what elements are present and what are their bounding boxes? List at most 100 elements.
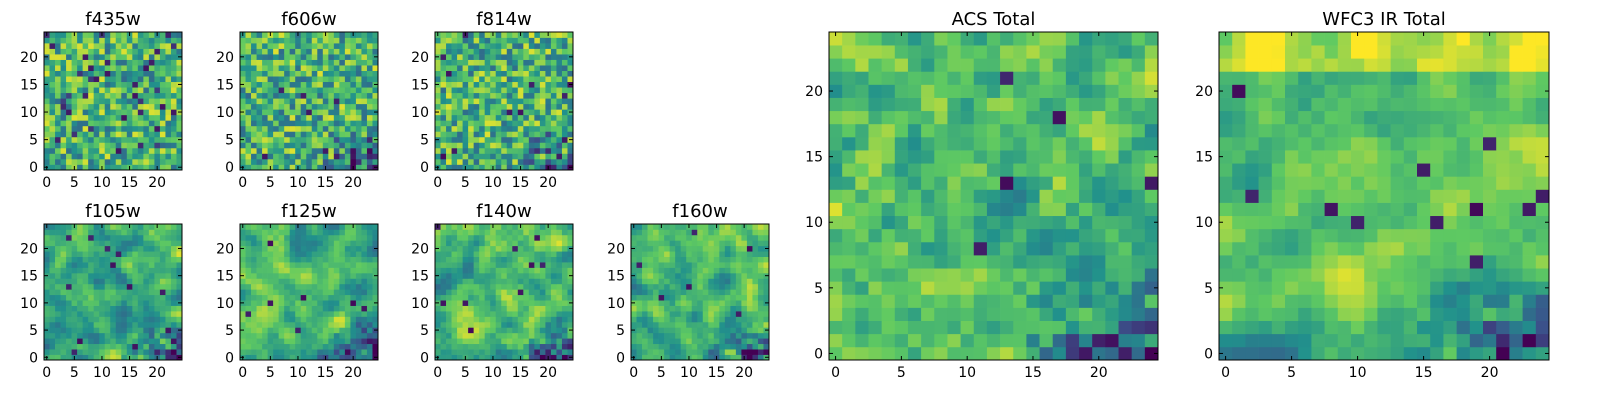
heatmap-cell — [245, 354, 252, 361]
heatmap-cell — [60, 65, 67, 71]
heatmap-cell — [104, 65, 111, 71]
heatmap-cell — [262, 256, 268, 263]
heatmap-cell — [528, 109, 535, 116]
heatmap-cell — [154, 332, 161, 339]
heatmap-cell — [143, 300, 150, 306]
heatmap-cell — [176, 305, 183, 312]
heatmap-cell — [66, 311, 72, 317]
heatmap-cell — [468, 164, 474, 171]
heatmap-cell — [328, 92, 335, 99]
heatmap-cell — [495, 65, 502, 71]
heatmap-cell — [132, 37, 139, 44]
heatmap-cell — [523, 114, 530, 121]
heatmap-cell — [642, 267, 648, 274]
heatmap-cell — [523, 294, 530, 301]
heatmap-cell — [702, 256, 709, 263]
heatmap-cell — [361, 103, 368, 110]
heatmap-cell — [473, 272, 480, 279]
heatmap-cell — [495, 234, 502, 241]
heatmap-cell — [973, 333, 988, 348]
heatmap-cell — [907, 307, 922, 321]
heatmap-cell — [446, 114, 452, 121]
heatmap-cell — [561, 256, 568, 263]
heatmap-cell — [262, 343, 268, 350]
heatmap-cell — [262, 158, 268, 165]
heatmap-cell — [763, 343, 770, 350]
heatmap-cell — [159, 224, 166, 230]
heatmap-cell — [752, 245, 759, 252]
heatmap-cell — [82, 240, 89, 247]
heatmap-cell — [154, 251, 161, 257]
heatmap-cell — [170, 32, 177, 38]
heatmap-cell — [267, 153, 274, 160]
heatmap-cell — [350, 70, 357, 77]
heatmap-cell — [642, 327, 648, 334]
heatmap-cell — [440, 234, 447, 241]
heatmap-cell — [686, 229, 693, 236]
heatmap-cell — [757, 262, 764, 268]
heatmap-cell — [278, 229, 285, 236]
heatmap-cell — [539, 224, 546, 230]
heatmap-cell — [506, 289, 513, 296]
heatmap-cell — [245, 251, 252, 257]
heatmap-cell — [567, 142, 574, 149]
heatmap-cell — [289, 54, 296, 60]
heatmap-cell — [137, 98, 144, 105]
heatmap-cell — [855, 333, 869, 348]
heatmap-cell — [534, 120, 541, 127]
heatmap-cell — [730, 316, 737, 323]
heatmap-cell — [934, 241, 948, 256]
heatmap-cell — [451, 267, 458, 274]
heatmap-cell — [512, 54, 519, 60]
heatmap-cell — [490, 48, 497, 55]
heatmap-cell — [484, 48, 491, 55]
heatmap-cell — [702, 343, 709, 350]
heatmap-cell — [1079, 228, 1093, 243]
heatmap-cell — [752, 294, 759, 301]
heatmap-cell — [907, 346, 922, 361]
heatmap-cell — [361, 54, 368, 60]
heatmap-cell — [55, 158, 61, 165]
heatmap-cell — [66, 81, 72, 88]
heatmap-cell — [60, 142, 67, 149]
heatmap-cell — [121, 229, 128, 236]
heatmap-cell — [306, 305, 313, 312]
heatmap-cell — [284, 103, 291, 110]
heatmap-cell — [344, 234, 351, 241]
heatmap-cell — [495, 153, 502, 160]
heatmap-cell — [165, 92, 172, 99]
heatmap-cell — [1065, 333, 1080, 348]
heatmap-cell — [440, 283, 447, 290]
heatmap-cell — [752, 343, 759, 350]
heatmap-cell — [842, 281, 856, 295]
heatmap-cell — [99, 87, 106, 94]
heatmap-cell — [512, 98, 519, 105]
heatmap-cell — [295, 289, 302, 296]
heatmap-cell — [245, 65, 252, 71]
heatmap-cell — [284, 158, 291, 165]
heatmap-cell — [350, 103, 357, 110]
heatmap-cell — [262, 125, 268, 132]
heatmap-cell — [664, 283, 670, 290]
heatmap-cell — [686, 267, 693, 274]
heatmap-cell — [99, 158, 106, 165]
heatmap-cell — [328, 229, 335, 236]
heatmap-cell — [855, 255, 869, 269]
heatmap-cell — [446, 120, 452, 127]
heatmap-cell — [523, 92, 530, 99]
heatmap-cell — [104, 158, 111, 165]
heatmap-cell — [829, 241, 843, 256]
heatmap-cell — [435, 92, 441, 99]
heatmap-cell — [523, 120, 530, 127]
heatmap-cell — [763, 289, 770, 296]
heatmap-cell — [289, 136, 296, 143]
heatmap-cell — [322, 76, 329, 83]
heatmap-cell — [947, 346, 961, 361]
heatmap-cell — [763, 283, 770, 290]
heatmap-cell — [154, 87, 161, 94]
heatmap-cell — [60, 321, 67, 328]
heatmap-cell — [66, 245, 72, 252]
heatmap-cell — [99, 300, 106, 306]
heatmap-cell — [842, 215, 856, 230]
heatmap-cell — [1118, 228, 1133, 243]
